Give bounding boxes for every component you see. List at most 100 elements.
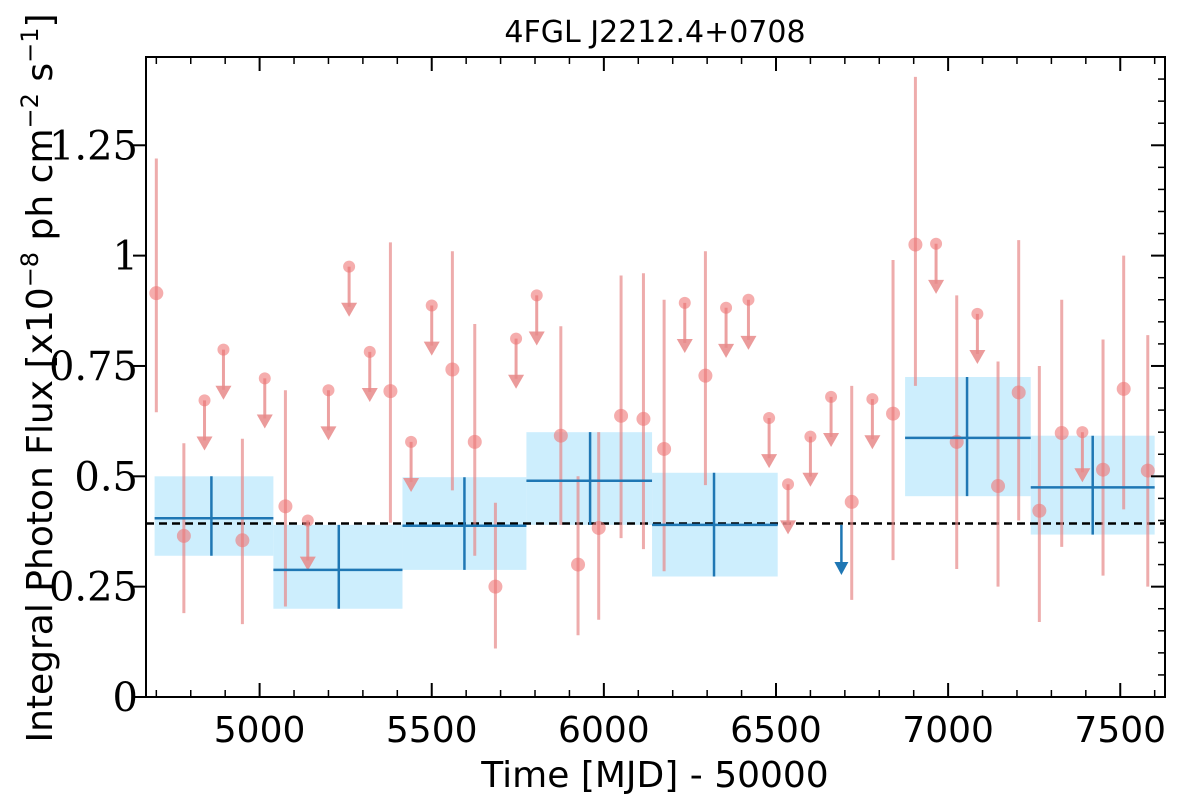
short-bin-upper-limit-arrow-4 bbox=[320, 426, 337, 441]
axes-frame bbox=[145, 56, 1166, 698]
short-bin-point-4 bbox=[383, 242, 398, 523]
short-bin-upper-limit-marker-5 bbox=[343, 260, 356, 273]
short-bin-upper-limit-17 bbox=[823, 390, 840, 447]
short-bin-point-16 bbox=[886, 260, 901, 561]
short-bin-upper-limit-5 bbox=[341, 260, 358, 317]
short-bin-marker-19 bbox=[991, 479, 1006, 494]
short-bin-marker-3 bbox=[278, 499, 293, 514]
short-bin-point-8 bbox=[553, 326, 568, 525]
short-bin-upper-limit-marker-8 bbox=[425, 299, 438, 312]
short-bin-upper-limit-arrow-13 bbox=[740, 335, 757, 350]
short-bin-marker-6 bbox=[467, 434, 482, 449]
short-bin-upper-limit-7 bbox=[403, 435, 420, 493]
short-bin-upper-limit-arrow-9 bbox=[508, 374, 525, 389]
short-bin-point-9 bbox=[571, 476, 586, 636]
short-bin-marker-25 bbox=[1140, 463, 1155, 478]
short-bin-point-24 bbox=[1116, 255, 1131, 510]
short-bin-point-21 bbox=[1032, 365, 1047, 622]
short-bin-marker-12 bbox=[636, 411, 651, 426]
short-bin-upper-limit-2 bbox=[256, 372, 273, 429]
short-bin-upper-limit-arrow-17 bbox=[823, 433, 840, 447]
short-bin-marker-14 bbox=[698, 368, 713, 383]
short-bin-upper-limit-arrow-20 bbox=[969, 350, 986, 365]
x-tick-label-4: 7000 bbox=[902, 710, 994, 751]
short-bin-point-0 bbox=[149, 158, 164, 413]
y-axis-label-exp1: −8 bbox=[16, 252, 44, 287]
short-bin-point-19 bbox=[991, 361, 1006, 587]
short-bin-point-10 bbox=[591, 432, 606, 620]
short-bin-upper-limit-20 bbox=[969, 307, 986, 365]
short-bin-upper-limit-3 bbox=[299, 514, 316, 571]
short-bin-upper-limit-10 bbox=[528, 289, 545, 346]
short-bin-upper-limit-marker-13 bbox=[742, 293, 755, 306]
chart-title: 4FGL J2212.4+0708 bbox=[504, 15, 805, 50]
short-bin-upper-limit-marker-14 bbox=[763, 412, 776, 425]
short-bin-upper-limit-6 bbox=[361, 345, 378, 402]
short-bin-upper-limit-arrow-10 bbox=[528, 331, 545, 346]
short-bin-point-2 bbox=[235, 438, 250, 625]
short-bin-upper-limit-marker-1 bbox=[217, 343, 230, 356]
short-bin-upper-limit-marker-7 bbox=[405, 435, 418, 448]
x-tick-label-5: 7500 bbox=[1074, 710, 1166, 751]
x-tick-label-0: 5000 bbox=[214, 710, 306, 751]
short-bin-marker-13 bbox=[657, 441, 672, 456]
short-bin-upper-limit-marker-17 bbox=[825, 390, 838, 403]
long-bin-band-0 bbox=[154, 476, 274, 556]
y-axis-label: Integral Photon Flux [x10−8 ph cm−2 s−1] bbox=[16, 13, 61, 742]
y-axis-label-end: ] bbox=[20, 13, 61, 27]
short-bin-point-20 bbox=[1011, 240, 1026, 521]
short-bin-point-14 bbox=[698, 251, 713, 486]
short-bin-marker-1 bbox=[176, 528, 191, 543]
long-bin-point-5 bbox=[905, 377, 1031, 497]
y-axis-label-main: Integral Photon Flux [x10 bbox=[20, 287, 61, 742]
y-tick-label-3: 0.75 bbox=[49, 344, 138, 390]
short-bin-upper-limit-arrow-5 bbox=[341, 302, 358, 317]
short-bin-upper-limit-1 bbox=[215, 343, 232, 400]
short-bin-upper-limit-13 bbox=[740, 293, 757, 350]
short-bin-point-1 bbox=[176, 443, 191, 614]
short-bin-upper-limit-arrow-0 bbox=[196, 436, 213, 451]
short-bin-upper-limit-arrow-8 bbox=[423, 341, 440, 356]
short-bin-upper-limit-arrow-19 bbox=[928, 279, 945, 294]
short-bin-marker-23 bbox=[1096, 462, 1111, 477]
long-bin-point-0 bbox=[154, 476, 274, 556]
short-bin-marker-7 bbox=[488, 579, 503, 594]
short-bin-upper-limit-marker-9 bbox=[510, 332, 523, 345]
short-bin-marker-10 bbox=[591, 520, 606, 535]
short-bin-upper-limit-arrow-6 bbox=[361, 387, 378, 402]
short-bin-marker-5 bbox=[445, 362, 460, 377]
short-bin-point-11 bbox=[614, 275, 629, 539]
short-bin-marker-4 bbox=[383, 384, 398, 399]
short-bin-marker-15 bbox=[844, 494, 859, 509]
short-bin-marker-22 bbox=[1054, 426, 1069, 441]
short-bin-upper-limit-12 bbox=[718, 301, 735, 358]
long-bin-point-3 bbox=[526, 432, 653, 525]
long-bin-point-2 bbox=[402, 477, 527, 570]
long-bin-point-6 bbox=[1030, 435, 1155, 535]
short-bin-upper-limit-11 bbox=[676, 296, 693, 353]
x-axis-label: Time [MJD] - 50000 bbox=[480, 755, 828, 796]
x-tick-label-3: 6500 bbox=[730, 710, 822, 751]
short-bin-point-15 bbox=[844, 385, 859, 600]
short-bin-upper-limit-marker-15 bbox=[782, 478, 795, 491]
y-tick-label-5: 1.25 bbox=[49, 123, 138, 169]
short-bin-marker-0 bbox=[149, 286, 164, 301]
short-bin-marker-17 bbox=[908, 237, 923, 252]
short-bin-upper-limit-8 bbox=[423, 299, 440, 356]
short-bin-point-23 bbox=[1096, 339, 1111, 576]
short-bin-upper-limit-marker-21 bbox=[1076, 426, 1089, 439]
x-tick-label-2: 6000 bbox=[558, 710, 650, 751]
short-bin-marker-20 bbox=[1011, 385, 1026, 400]
short-bin-upper-limit-marker-20 bbox=[971, 307, 984, 320]
short-bin-marker-16 bbox=[886, 406, 901, 421]
y-tick-label-0: 0 bbox=[113, 675, 138, 721]
short-bin-upper-limit-marker-19 bbox=[930, 237, 943, 250]
short-bin-upper-limit-marker-2 bbox=[258, 372, 271, 385]
y-tick-label-1: 0.25 bbox=[49, 565, 138, 611]
short-bin-upper-limit-14 bbox=[761, 412, 778, 469]
y-axis-label-mid: ph cm bbox=[20, 128, 61, 251]
short-bin-upper-limit-15 bbox=[780, 478, 797, 535]
short-bin-upper-limit-marker-0 bbox=[198, 394, 211, 407]
x-tick-label-1: 5500 bbox=[386, 710, 478, 751]
y-axis-label-exp3: −1 bbox=[16, 28, 44, 63]
